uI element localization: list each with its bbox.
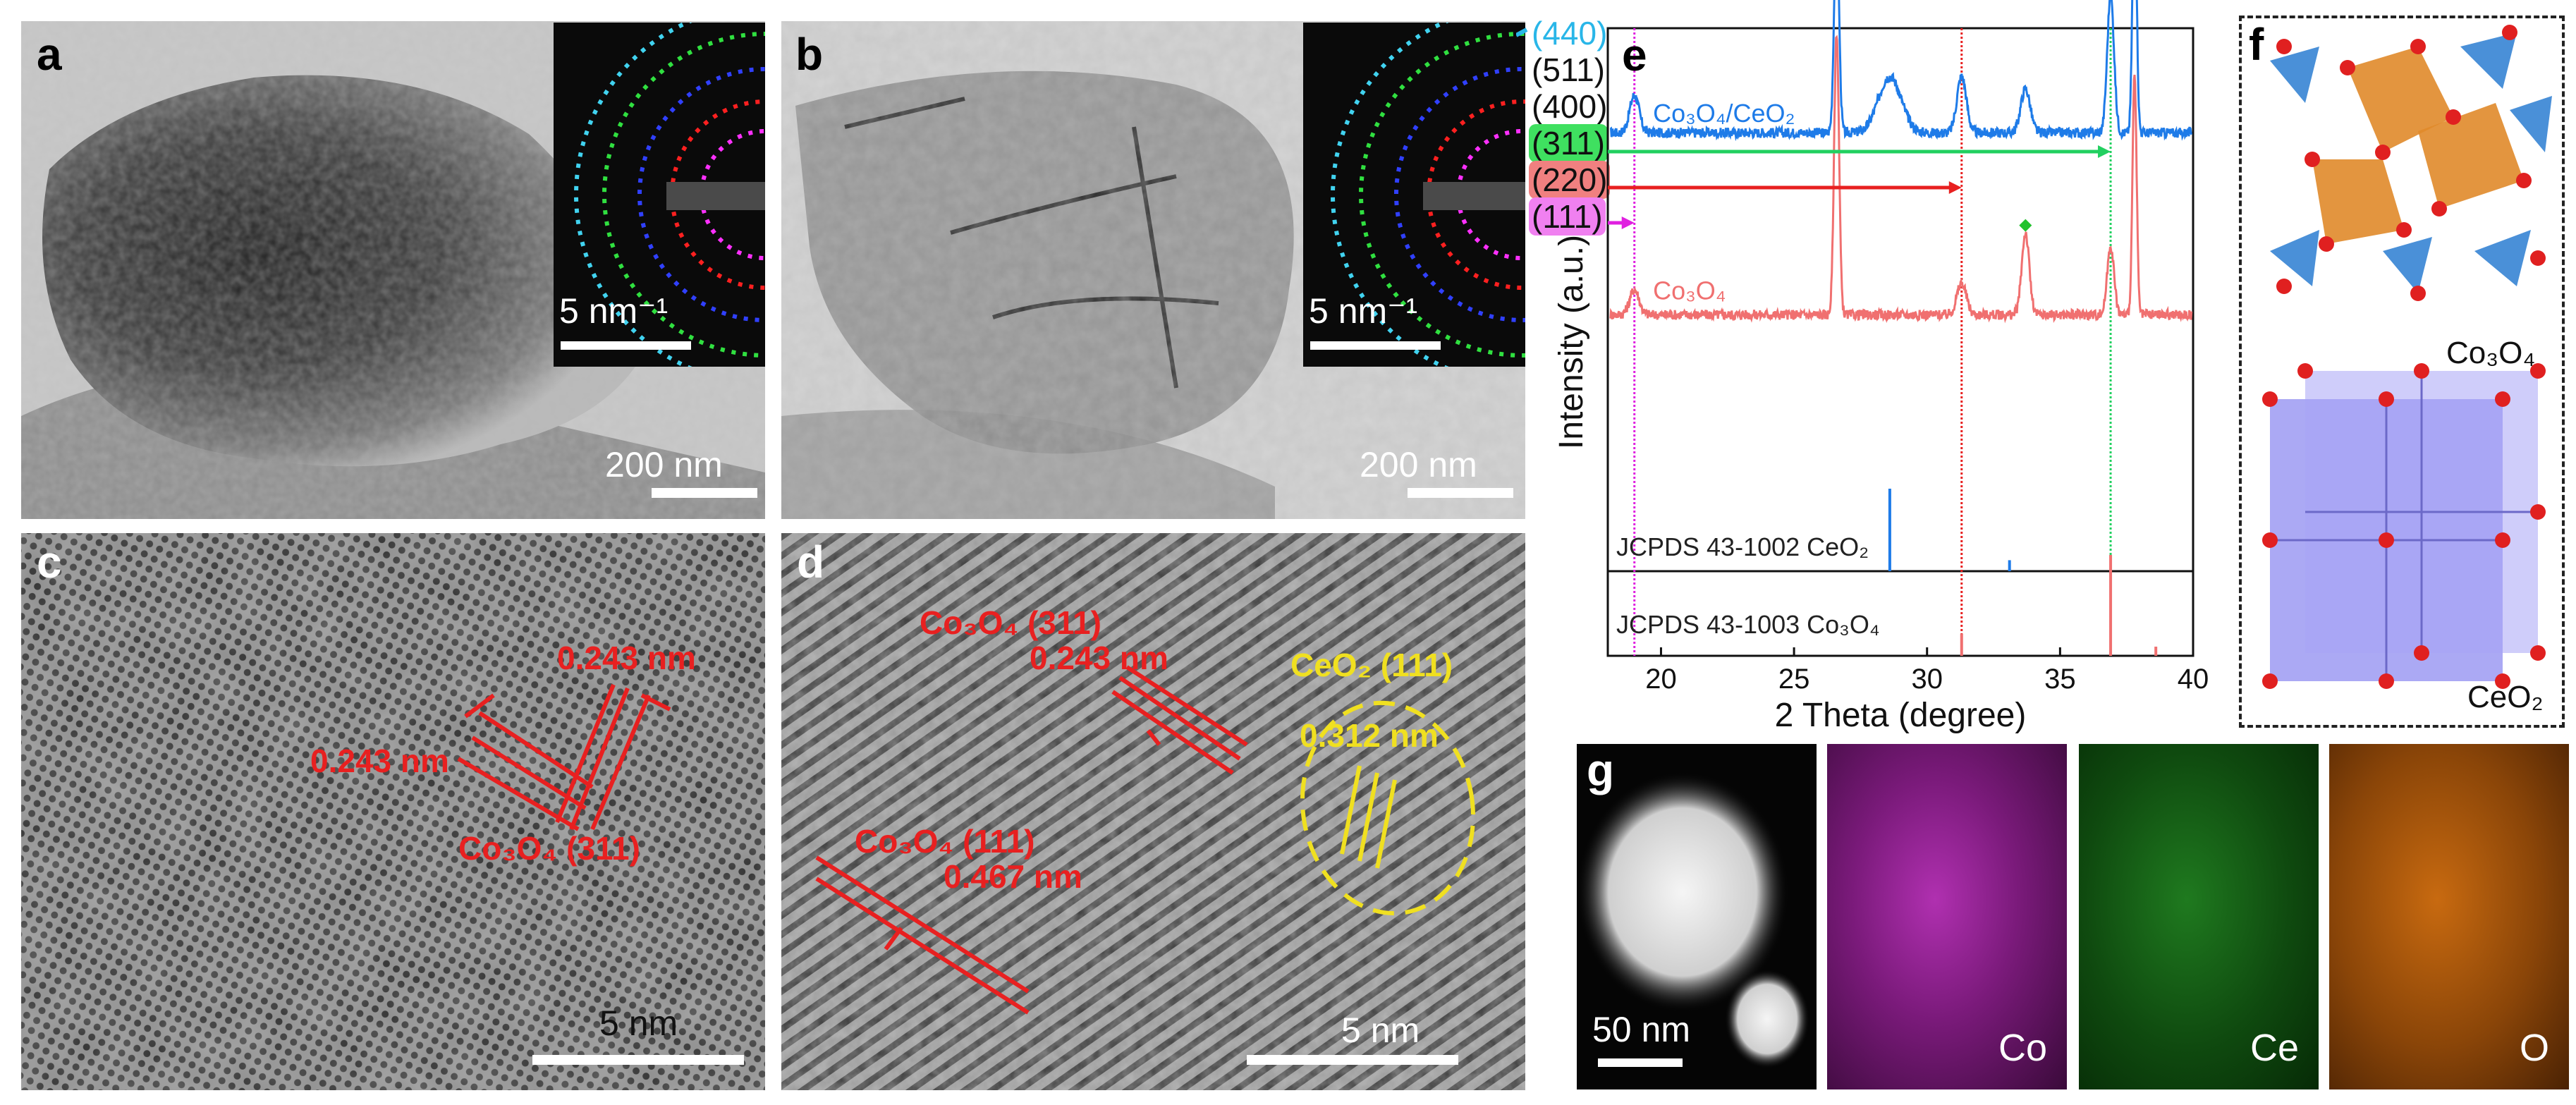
eds-map-co: Co	[1827, 744, 2067, 1089]
panel-g-haadf-image	[1577, 772, 1809, 1068]
ring-arrowhead-220	[1948, 181, 1962, 194]
panel-d-letter: d	[797, 537, 825, 587]
panel-d-red-lines	[815, 665, 1248, 1015]
ring-label-111: (111)	[1529, 197, 1606, 236]
panel-d-ceo2-region	[1300, 700, 1476, 916]
series-line-1	[1609, 0, 2193, 142]
series-label-1: Co₃O₄/CeO₂	[1653, 99, 1795, 128]
panel-a-tem: a 200 nm 5 nm⁻¹	[21, 21, 765, 519]
ring-label-311: (311)	[1529, 124, 1608, 162]
panel-d-co311-label: Co₃O₄ (311)	[920, 604, 1101, 641]
panel-a-letter: a	[37, 29, 62, 80]
panel-b-scale-bar	[1408, 488, 1513, 498]
ring-arrowhead-111	[1621, 216, 1635, 229]
panel-d-scale-bar	[1247, 1055, 1458, 1065]
panel-a-scale-label: 200 nm	[605, 445, 723, 484]
panel-c-d-spacing-2: 0.243 nm	[557, 640, 696, 676]
reference-label-2: JCPDS 43-1003 Co₃O₄	[1616, 610, 1880, 639]
panel-b-inset-scale-bar	[1310, 341, 1441, 350]
panel-c-scale-label: 5 nm	[599, 1003, 678, 1043]
panel-a-saed-inset: 5 nm⁻¹	[554, 23, 765, 367]
panel-d-lattice-image	[781, 533, 1525, 1090]
panel-c-letter: c	[37, 537, 62, 587]
x-tick-label-30: 30	[1911, 664, 1943, 695]
panel-f-co3o4-label: Co₃O₄	[2446, 336, 2536, 370]
series-label-2: Co₃O₄	[1653, 276, 1726, 305]
co3o4-structure	[2270, 25, 2552, 301]
panel-f-crystal-drawings	[2262, 25, 2552, 689]
x-tick-label-35: 35	[2044, 664, 2076, 695]
panel-d-yellow-lines	[1340, 765, 1397, 869]
panel-c-hrtem: c 0.243 nm 0.243 nm Co₃O₄ (311) 5 nm	[21, 533, 765, 1090]
series-line-2	[1609, 35, 2193, 324]
x-tick-label-40: 40	[2178, 664, 2209, 695]
panel-b-scale-label: 200 nm	[1360, 445, 1477, 484]
panel-d-ce111-label: CeO₂ (111)	[1290, 647, 1453, 683]
panel-b-saed-inset: 5 nm⁻¹	[1303, 23, 1525, 367]
x-tick-label-20: 20	[1645, 664, 1677, 695]
xrd-chart: JCPDS 43-1002 CeO₂ JCPDS 43-1003 Co₃O₄ Co₃…	[1553, 0, 2209, 734]
eds-map-o: O	[2329, 744, 2569, 1089]
ring-arrowhead-311	[2098, 145, 2111, 158]
ring-label-511: (511)	[1532, 51, 1605, 88]
eds-map-ce: Ce	[2079, 744, 2319, 1089]
panel-b-tem: b 200 nm 5 nm⁻¹	[781, 21, 1525, 519]
panel-g-haadf: g 50 nm	[1577, 744, 1817, 1089]
ring-label-440: (440)	[1532, 15, 1608, 51]
ring-label-column	[1516, 28, 1528, 37]
panel-f-structures: f Co₃O₄ CeO₂	[2239, 16, 2565, 728]
y-axis-label: Intensity (a.u.)	[1553, 235, 1590, 449]
panel-b-letter: b	[795, 29, 824, 80]
panel-d-co111-label: Co₃O₄ (111)	[855, 823, 1035, 860]
panel-a-inset-scale-label: 5 nm⁻¹	[559, 291, 669, 331]
panel-a-saed-rings	[574, 23, 765, 367]
panel-c-scale-bar	[532, 1055, 744, 1065]
panel-d-dce-label: 0.312 nm	[1300, 717, 1439, 754]
x-axis-label: 2 Theta (degree)	[1775, 697, 2027, 734]
panel-a-inset-scale-bar	[561, 341, 691, 350]
panel-d-d311-label: 0.243 nm	[1030, 640, 1168, 676]
panel-g-scale-bar	[1598, 1058, 1683, 1067]
panel-d-d111-label: 0.467 nm	[944, 858, 1082, 895]
ring-label-400: (400)	[1532, 88, 1608, 125]
plot-frame	[1606, 27, 2195, 657]
panel-g-scale-label: 50 nm	[1592, 1010, 1690, 1049]
panel-f-letter: f	[2249, 19, 2264, 70]
fto-marker-2	[2019, 219, 2032, 232]
panel-c-annotation-lines	[457, 683, 671, 831]
panel-d-hrtem: d Co₃O₄ (311) 0.243 nm Co₃O₄ (111) 0.467…	[781, 533, 1525, 1090]
reference-label-1: JCPDS 43-1002 CeO₂	[1616, 532, 1869, 561]
eds-map-co-label: Co	[1998, 1027, 2047, 1069]
panel-c-plane-label: Co₃O₄ (311)	[458, 830, 640, 867]
panel-a-scale-bar	[652, 488, 757, 498]
eds-map-o-label: O	[2519, 1027, 2549, 1069]
panel-c-lattice-image	[21, 533, 765, 1090]
ceo2-structure	[2262, 363, 2546, 689]
panel-d-scale-label: 5 nm	[1341, 1011, 1420, 1050]
panel-b-saed-rings	[1331, 23, 1525, 367]
panel-e-letter: e	[1622, 30, 1647, 80]
x-tick-label-25: 25	[1778, 664, 1810, 695]
ring-label-220: (220)	[1529, 161, 1611, 199]
panel-b-inset-scale-label: 5 nm⁻¹	[1309, 291, 1418, 331]
panel-c-d-spacing-1: 0.243 nm	[310, 743, 449, 779]
eds-map-ce-label: Ce	[2250, 1027, 2299, 1069]
panel-g-letter: g	[1587, 745, 1615, 795]
panel-f-ceo2-label: CeO₂	[2467, 680, 2544, 714]
ring-arrow-440	[1516, 28, 1528, 37]
